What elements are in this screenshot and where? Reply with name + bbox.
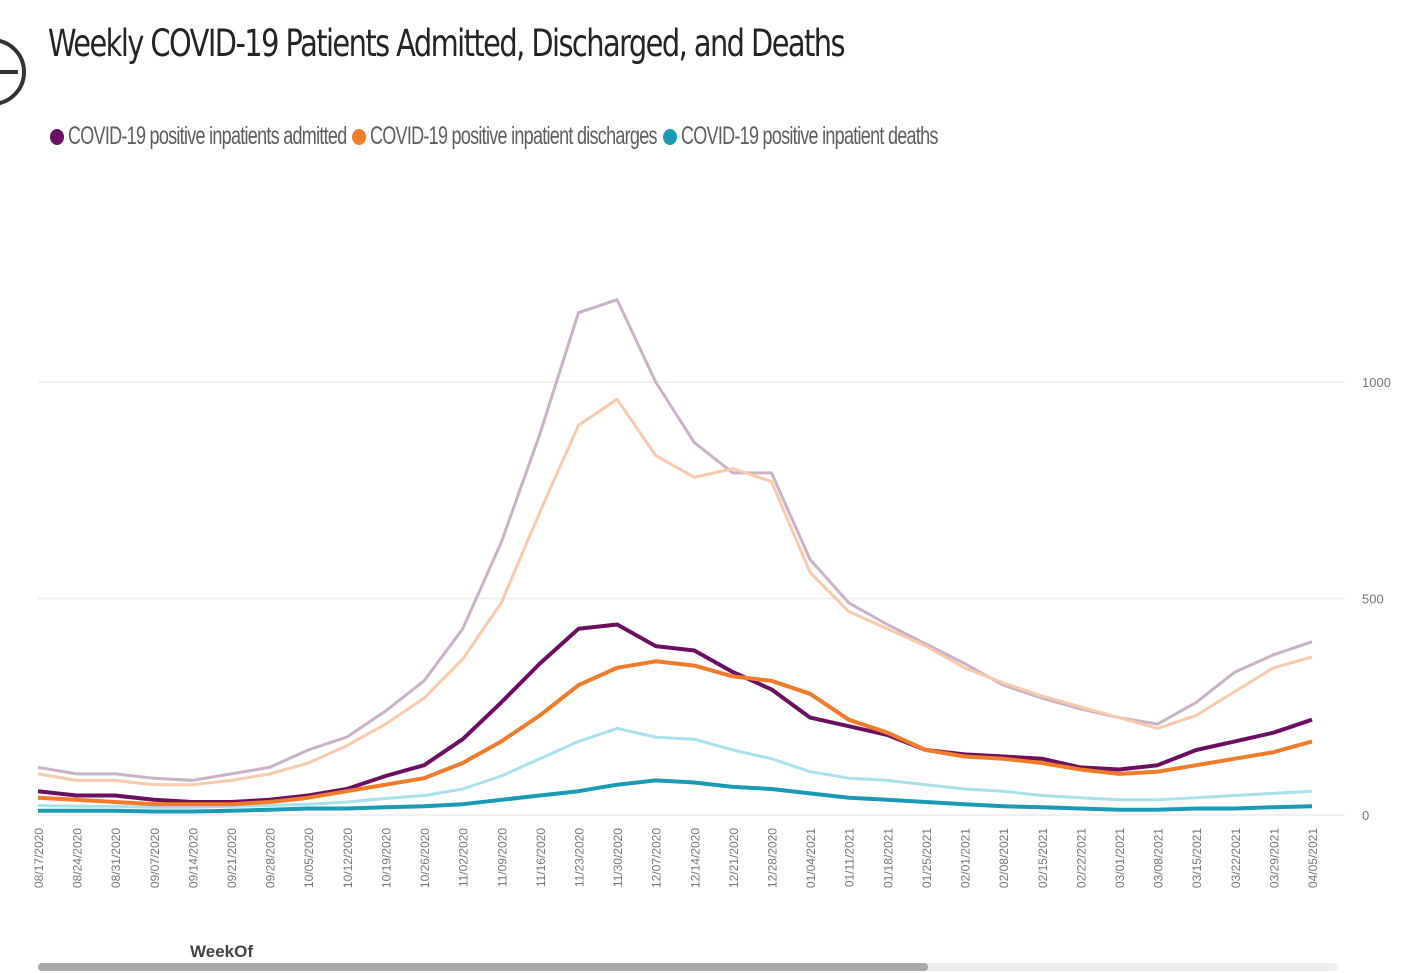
x-tick-label: 03/29/2021 <box>1267 828 1281 888</box>
x-tick-label: 02/08/2021 <box>997 828 1011 888</box>
series-line-deaths[interactable] <box>38 778 1313 814</box>
legend-label-discharges: COVID-19 positive inpatient discharges <box>370 122 658 150</box>
legend-marker-deaths <box>663 128 678 145</box>
series-line-admitted[interactable] <box>37 622 1313 804</box>
series-line-admitted_faded[interactable] <box>37 298 1313 782</box>
x-tick-label: 01/11/2021 <box>843 828 857 887</box>
x-tick-label: 12/14/2020 <box>688 828 702 888</box>
x-tick-label: 04/05/2021 <box>1306 828 1320 888</box>
x-tick-label: 10/12/2020 <box>341 828 355 888</box>
legend-item-discharges[interactable]: COVID-19 positive inpatient discharges <box>352 122 658 151</box>
grid-layer <box>38 381 1345 816</box>
x-tick-label: 08/17/2020 <box>32 828 46 888</box>
legend-item-deaths[interactable]: COVID-19 positive inpatient deaths <box>663 122 939 151</box>
x-tick-label: 12/21/2020 <box>727 828 741 888</box>
y-tick-label: 0 <box>1362 808 1369 823</box>
x-tick-label: 09/14/2020 <box>186 828 200 888</box>
x-tick-label: 10/26/2020 <box>418 828 432 888</box>
x-axis-title: WeekOf <box>190 942 253 961</box>
x-tick-label: 02/01/2021 <box>959 828 973 888</box>
legend-label-deaths: COVID-19 positive inpatient deaths <box>681 122 939 150</box>
x-tick-label: 08/24/2020 <box>71 828 85 888</box>
legend-item-admitted[interactable]: COVID-19 positive inpatients admitted <box>50 122 347 151</box>
x-tick-label: 01/25/2021 <box>920 828 934 888</box>
x-tick-label: 03/08/2021 <box>1152 828 1166 888</box>
series-line-deaths_faded[interactable] <box>37 726 1313 809</box>
x-tick-label: 02/22/2021 <box>1074 828 1088 888</box>
x-tick-label: 01/04/2021 <box>804 828 818 888</box>
x-tick-label: 11/09/2020 <box>495 828 509 887</box>
x-tick-label: 01/18/2021 <box>881 828 895 888</box>
legend-label-admitted: COVID-19 positive inpatients admitted <box>68 122 347 150</box>
x-tick-label: 11/30/2020 <box>611 828 625 887</box>
x-tick-label: 12/07/2020 <box>650 828 664 888</box>
x-tick-label: 11/23/2020 <box>572 828 586 887</box>
x-tick-label: 11/16/2020 <box>534 828 548 887</box>
series-line-discharges[interactable] <box>37 659 1313 807</box>
chart-title: Weekly COVID-19 Patients Admitted, Disch… <box>48 22 846 65</box>
x-tick-label: 11/02/2020 <box>457 828 471 887</box>
legend-marker-discharges <box>352 128 367 145</box>
x-tick-label: 08/31/2020 <box>109 828 123 888</box>
y-tick-label: 500 <box>1362 592 1384 607</box>
series-layer <box>37 298 1313 814</box>
chart-legend: COVID-19 positive inpatients admitted CO… <box>50 122 944 151</box>
x-tick-label: 03/01/2021 <box>1113 828 1127 888</box>
x-tick-label: 12/28/2020 <box>766 828 780 888</box>
x-tick-label: 02/15/2021 <box>1036 828 1050 888</box>
x-tick-label: 03/22/2021 <box>1229 828 1243 888</box>
legend-marker-admitted <box>50 128 64 145</box>
horizontal-scrollbar-thumb[interactable] <box>38 963 928 971</box>
y-tick-label: 1000 <box>1362 375 1391 390</box>
x-axis: 08/17/2020 08/24/2020 08/31/2020 09/07/2020… <box>32 828 1320 888</box>
x-tick-label: 09/21/2020 <box>225 828 239 888</box>
x-tick-label: 10/19/2020 <box>379 828 393 888</box>
x-tick-label: 09/28/2020 <box>264 828 278 888</box>
x-tick-label: 10/05/2020 <box>302 828 316 888</box>
focus-mode-icon[interactable] <box>0 22 28 122</box>
y-axis: 0 500 1000 <box>1362 375 1391 823</box>
x-tick-label: 09/07/2020 <box>148 828 162 888</box>
x-tick-label: 03/15/2021 <box>1190 828 1204 888</box>
series-line-discharges_faded[interactable] <box>37 397 1313 787</box>
